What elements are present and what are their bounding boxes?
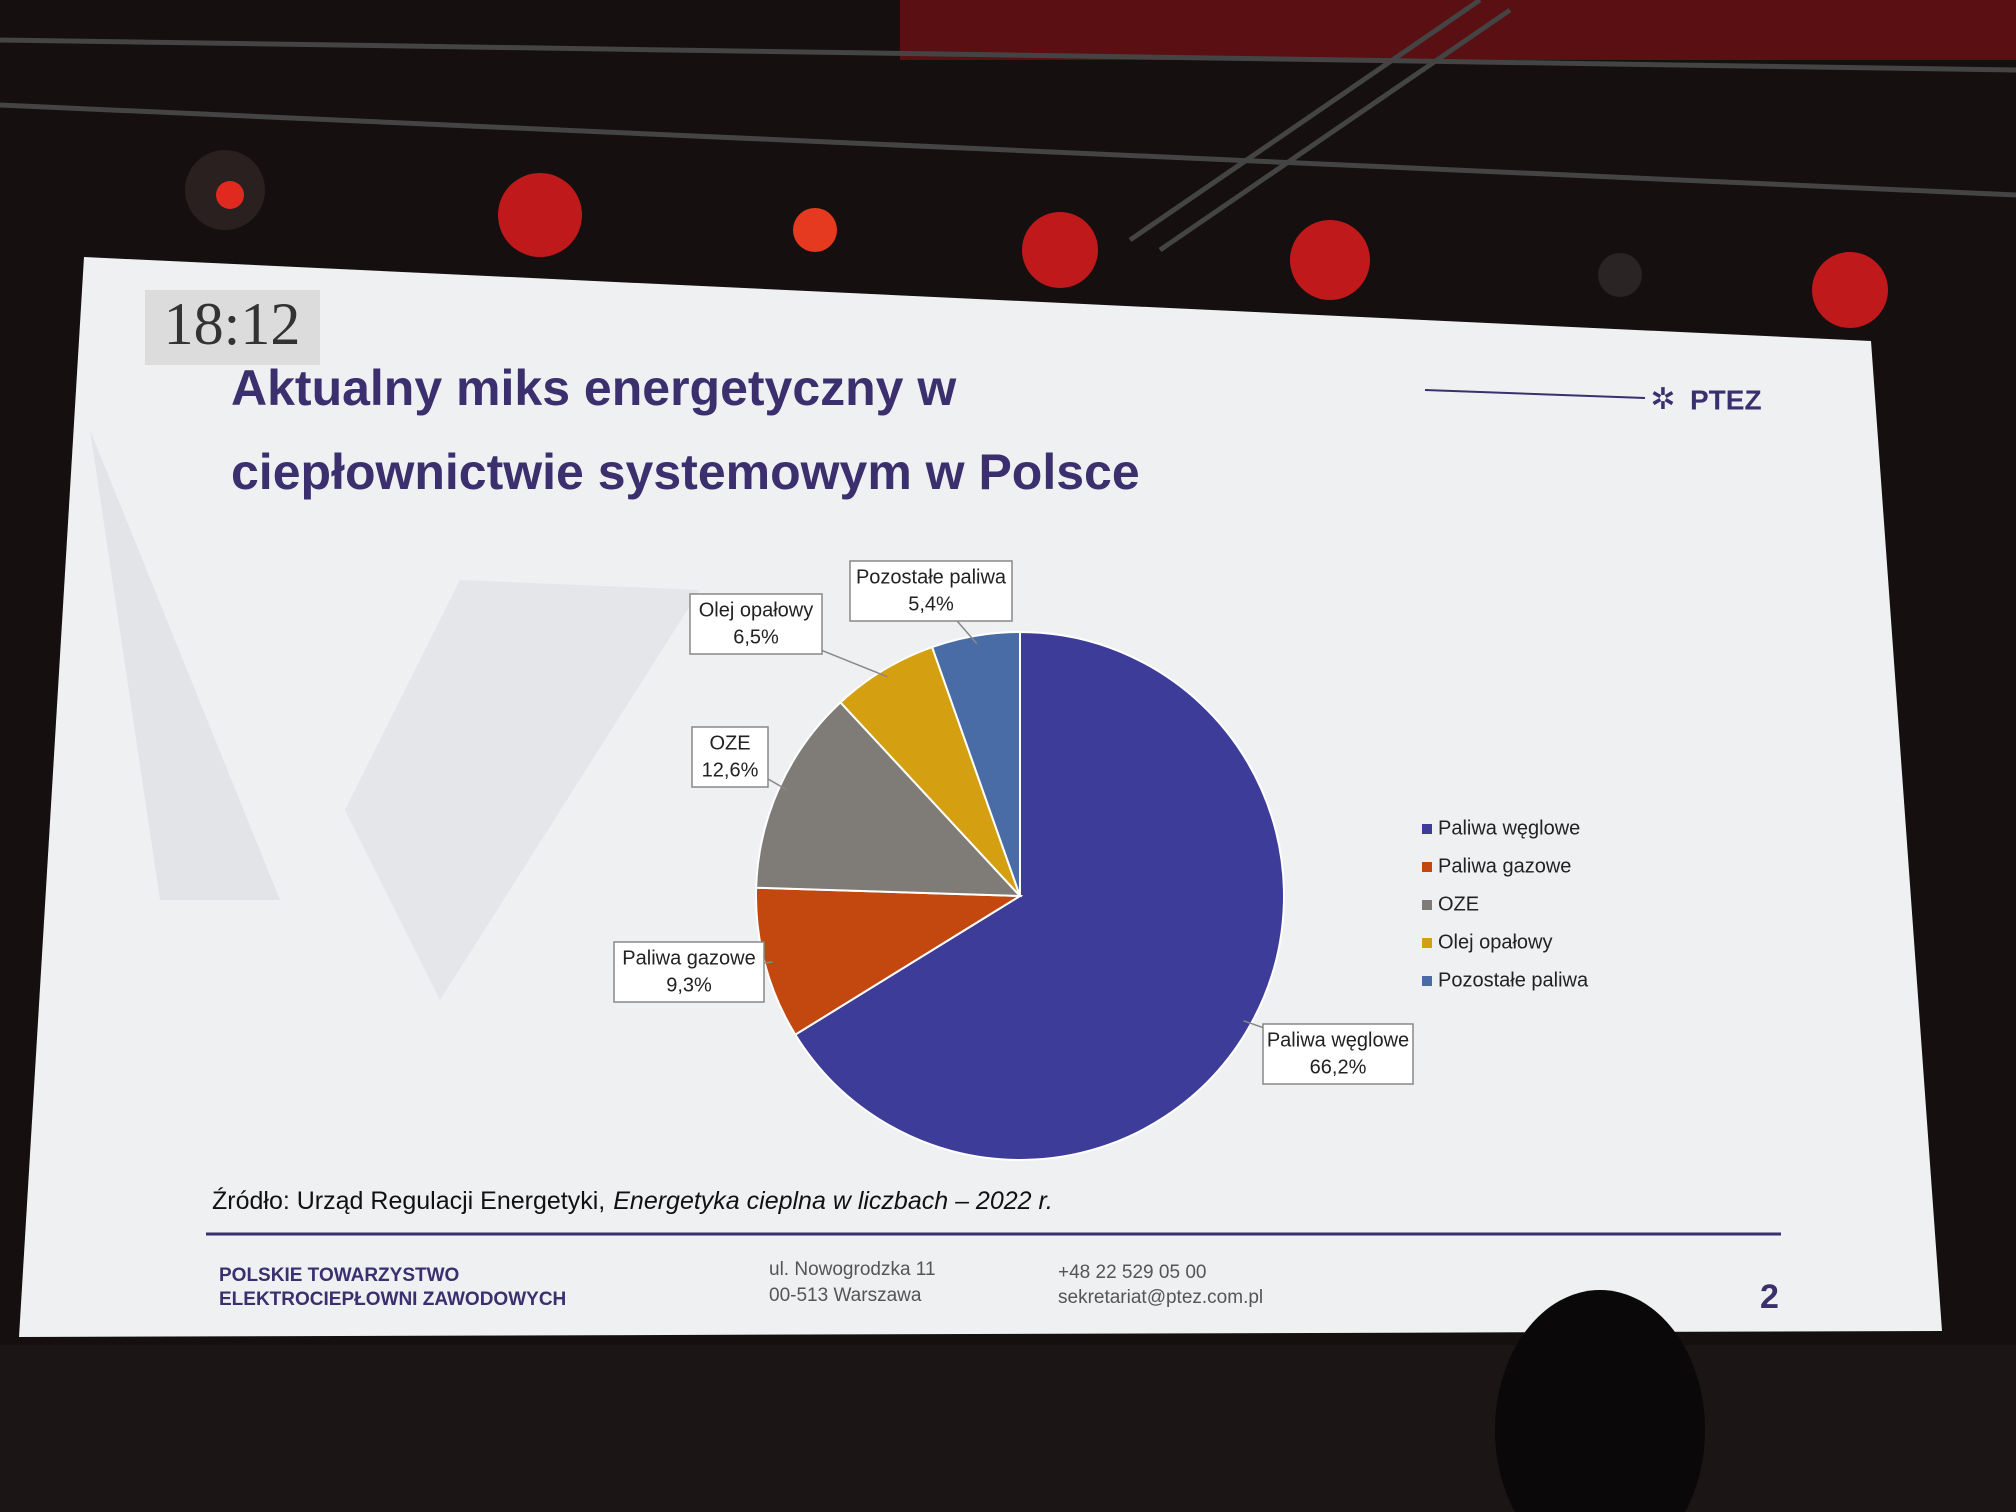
data-label-box	[613, 941, 765, 1003]
legend-label: OZE	[1438, 893, 1479, 915]
data-label-name: Pozostałe paliwa	[856, 566, 1007, 588]
legend-swatch	[1422, 824, 1432, 834]
source-text: Źródło: Urząd Regulacji Energetyki,	[212, 1186, 605, 1215]
page-number: 2	[1760, 1278, 1779, 1316]
legend-swatch	[1422, 900, 1432, 910]
legend-label: Pozostałe paliwa	[1438, 969, 1589, 991]
source: Źródło: Urząd Regulacji Energetyki, Energ…	[212, 1186, 1053, 1215]
footer-contact: sekretariat@ptez.com.pl	[1058, 1287, 1263, 1308]
legend-swatch	[1422, 976, 1432, 986]
data-label-box	[849, 560, 1013, 622]
data-label-name: Paliwa węglowe	[1267, 1029, 1409, 1051]
data-label-box	[689, 593, 823, 655]
pie-slice	[755, 701, 1023, 898]
legend-swatch	[1422, 862, 1432, 872]
pie-slice	[930, 630, 1021, 897]
data-label-box	[1262, 1023, 1414, 1085]
data-label-value: 5,4%	[908, 593, 954, 615]
data-label-value: 9,3%	[666, 974, 712, 996]
logo: PTEZ	[1690, 384, 1762, 415]
legend-label: Paliwa węglowe	[1438, 817, 1580, 839]
data-label-box	[691, 726, 769, 788]
data-label-name: Olej opałowy	[699, 599, 814, 621]
stage	[0, 1345, 2016, 1512]
pie-slice	[755, 886, 1024, 1037]
data-label-name: OZE	[709, 732, 750, 754]
data-label-value: 66,2%	[1310, 1056, 1367, 1078]
logo-rule	[1424, 389, 1646, 399]
logo-mark: ✲	[1650, 383, 1675, 416]
data-label-name: Paliwa gazowe	[622, 947, 755, 969]
footer: POLSKIE TOWARZYSTWO ELEKTROCIEPŁOWNI ZAW…	[219, 1259, 1779, 1316]
decor	[345, 580, 700, 1000]
pie-slice	[793, 630, 1285, 1161]
footer-org: ELEKTROCIEPŁOWNI ZAWODOWYCH	[219, 1289, 566, 1310]
legend-swatch	[1422, 938, 1432, 948]
footer-address: 00-513 Warszawa	[769, 1285, 922, 1306]
stage-lights	[185, 150, 1888, 328]
footer-address: ul. Nowogrodzka 11	[769, 1259, 936, 1280]
footer-contact: +48 22 529 05 00	[1058, 1262, 1206, 1283]
title-line: ciepłownictwie systemowym w Polsce	[231, 444, 1140, 500]
truss	[0, 0, 2016, 253]
clock: 18:12	[164, 291, 301, 357]
title-line: Aktualny miks energetyczny w	[231, 360, 956, 416]
legend-label: Olej opałowy	[1438, 931, 1553, 953]
data-label-value: 6,5%	[733, 626, 779, 648]
chart: Paliwa węglowe 66,2% Paliwa gazowe 9,3% OZE 1…	[613, 560, 1589, 1161]
audience	[1495, 1290, 1705, 1512]
data-label-value: 12,6%	[702, 759, 759, 781]
stage-glow	[900, 0, 2016, 60]
source-title: Energetyka cieplna w liczbach – 2022 r.	[613, 1187, 1053, 1215]
clock-box	[145, 290, 320, 365]
legend-label: Paliwa gazowe	[1438, 855, 1571, 877]
footer-org: POLSKIE TOWARZYSTWO	[219, 1265, 459, 1286]
decor	[90, 430, 280, 900]
